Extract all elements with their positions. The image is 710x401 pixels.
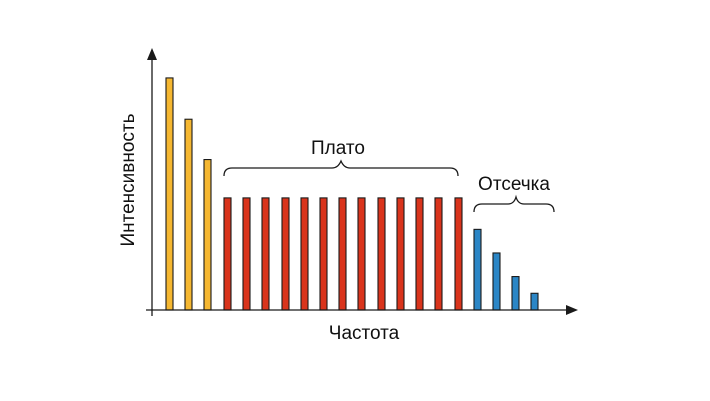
bars	[165, 77, 539, 311]
bar-9	[319, 197, 328, 311]
plateau-label: Плато	[311, 138, 365, 159]
cutoff-brace	[473, 194, 555, 213]
bar-5	[242, 197, 251, 311]
bar-11	[357, 197, 366, 311]
bar-8	[300, 197, 309, 311]
bar-14	[415, 197, 424, 311]
cutoff-label: Отсечка	[478, 174, 550, 195]
bar-12	[377, 197, 386, 311]
bar-17	[473, 228, 482, 311]
y-axis-arrow	[147, 48, 157, 60]
bar-7	[281, 197, 290, 311]
bar-2	[184, 118, 193, 311]
bar-4	[223, 197, 232, 311]
bar-19	[511, 276, 520, 311]
x-axis-label: Частота	[329, 323, 400, 344]
bar-1	[165, 77, 174, 311]
bar-20	[530, 292, 539, 311]
y-axis-label: Интенсивность	[118, 113, 139, 246]
bar-6	[261, 197, 270, 311]
plateau-brace	[223, 159, 459, 177]
bar-3	[203, 159, 212, 311]
x-axis-arrow	[566, 305, 578, 315]
bar-13	[396, 197, 405, 311]
bar-18	[492, 252, 501, 311]
bar-15	[434, 197, 443, 311]
bar-10	[338, 197, 347, 311]
bar-16	[454, 197, 463, 311]
